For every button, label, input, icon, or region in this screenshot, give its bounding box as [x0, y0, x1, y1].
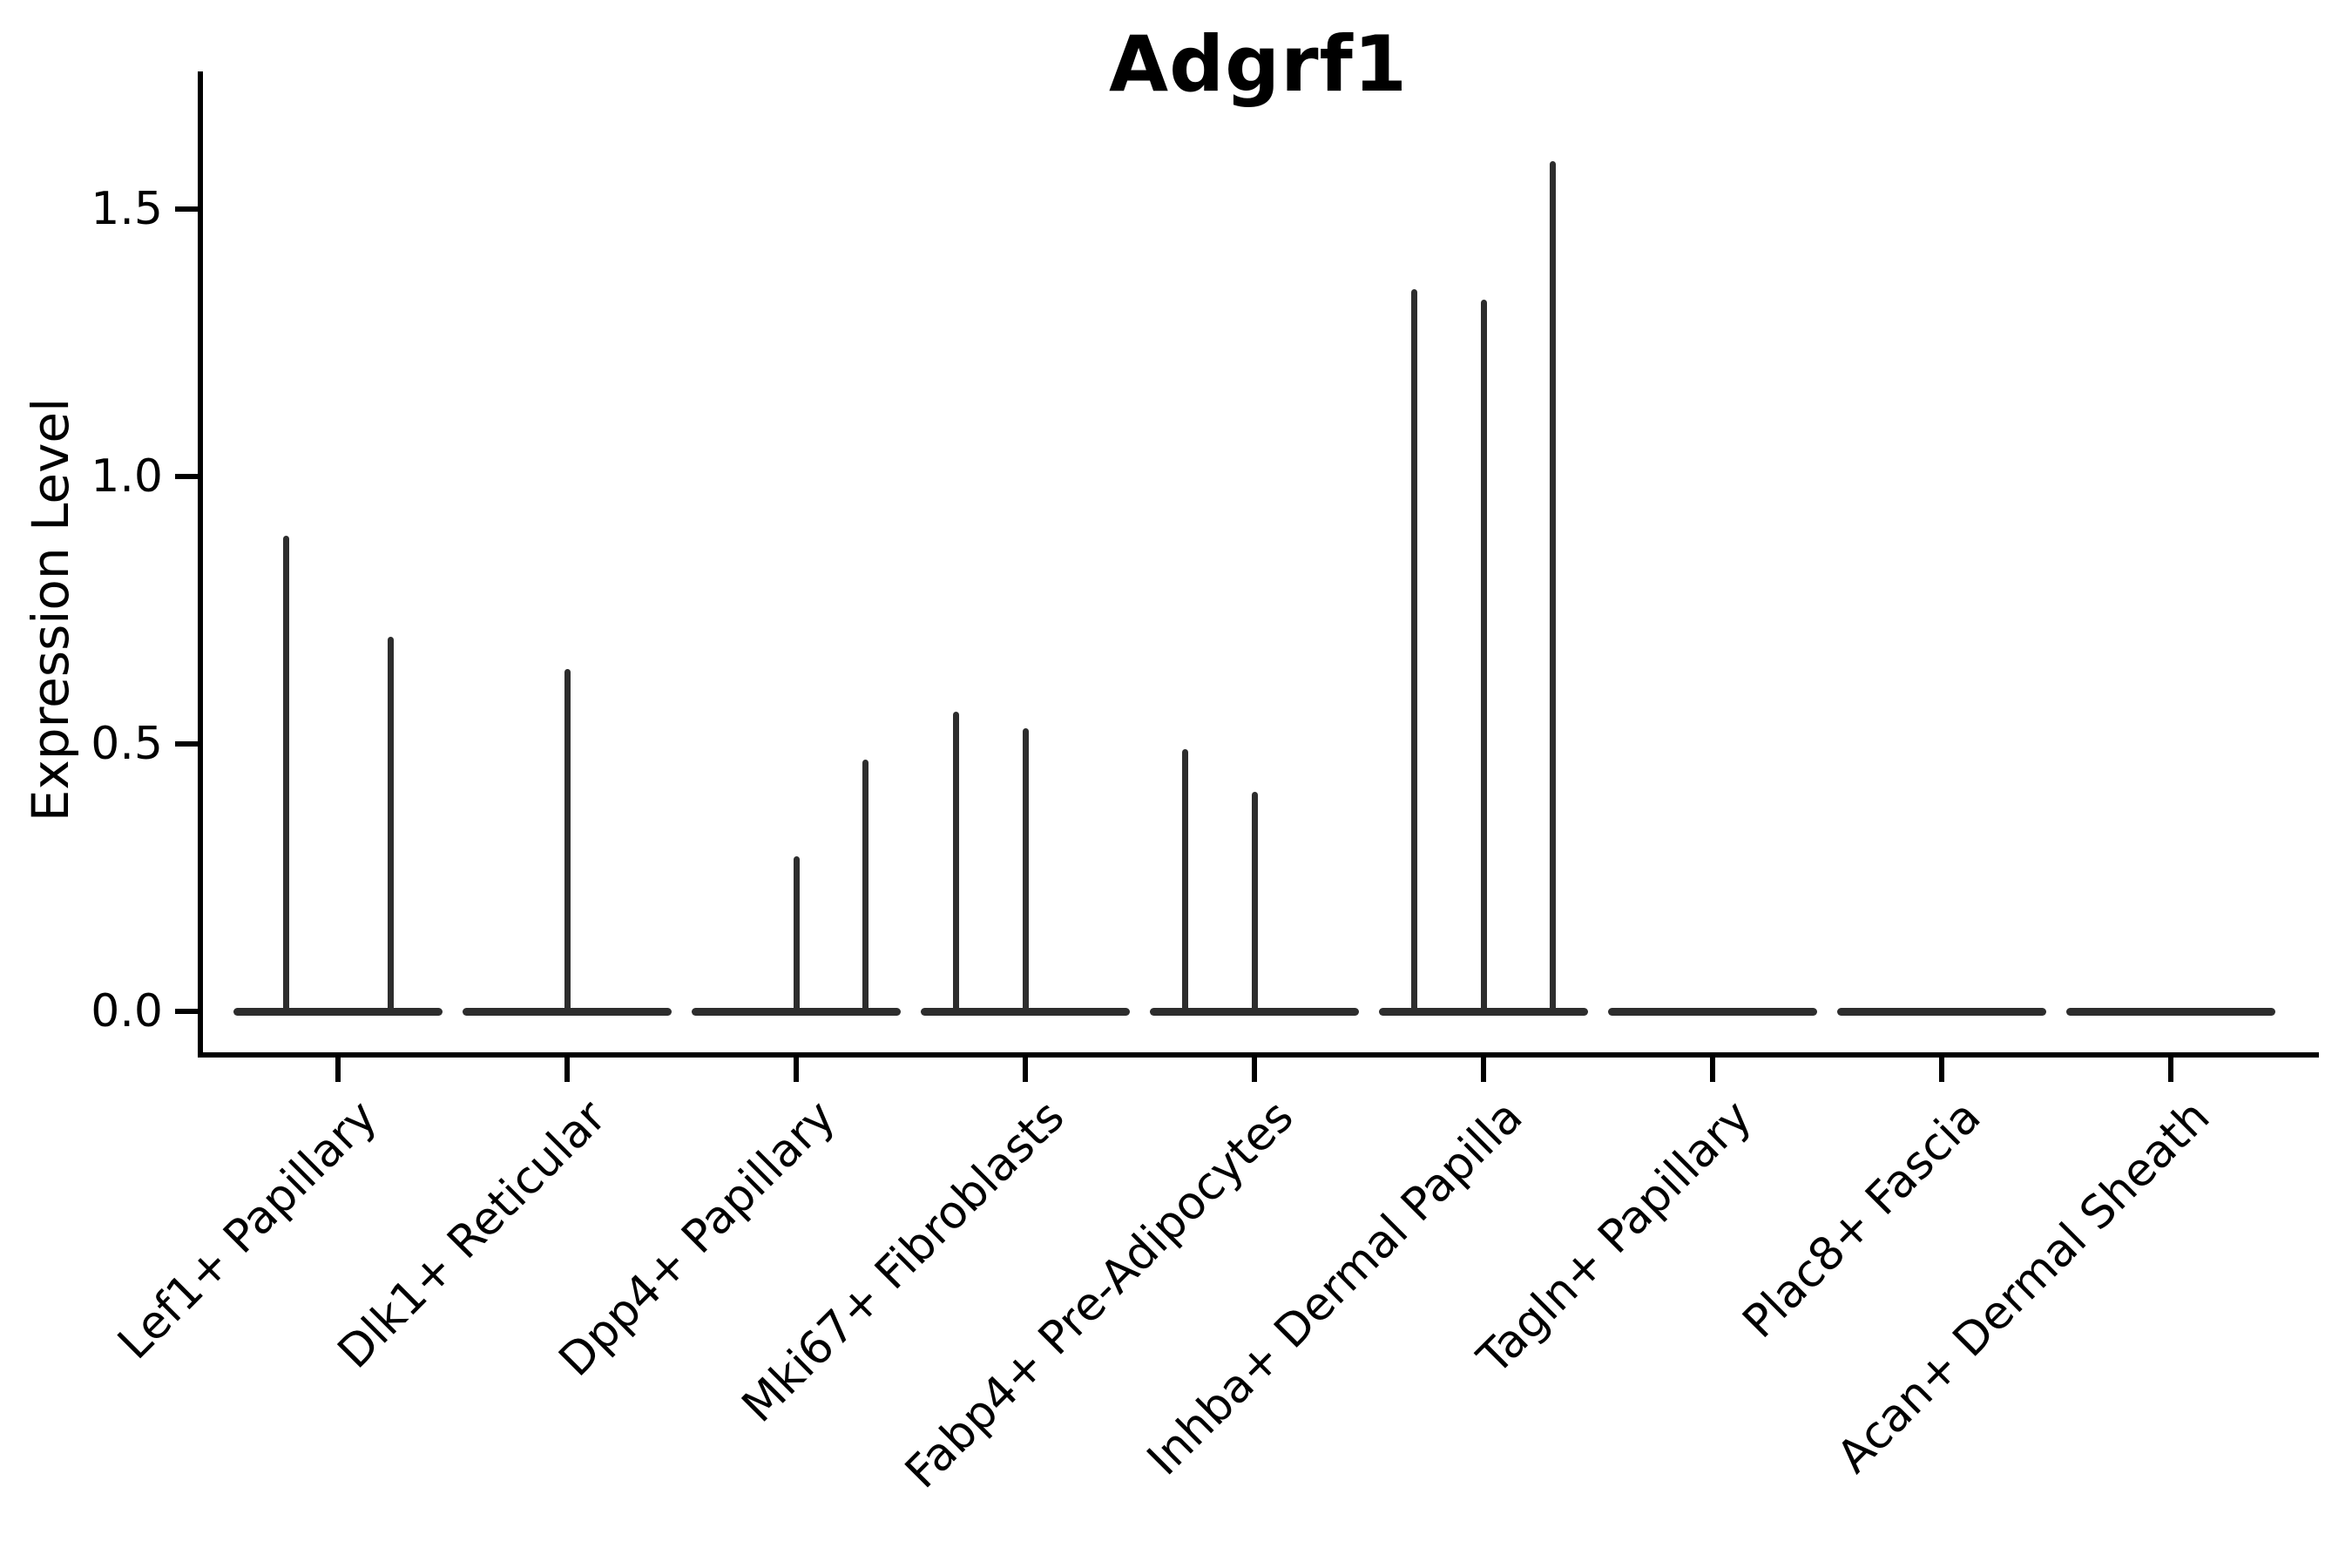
violin-spike: [1022, 727, 1029, 1011]
x-tick-label: Inhba+ Dermal Papilla: [1137, 1091, 1533, 1486]
violin-baseline: [692, 1007, 901, 1016]
x-tick-mark: [1481, 1058, 1486, 1082]
x-tick-mark: [1252, 1058, 1257, 1082]
x-tick-label: Acan+ Dermal Sheath: [1827, 1091, 2220, 1484]
violin-baseline: [1608, 1007, 1817, 1016]
violin-spike: [564, 669, 571, 1011]
violin-spike: [1181, 749, 1188, 1011]
violin-baseline: [2066, 1007, 2275, 1016]
y-axis-spine: [198, 71, 203, 1058]
violin-baseline: [1150, 1007, 1359, 1016]
x-tick-mark: [2168, 1058, 2173, 1082]
x-tick-mark: [794, 1058, 799, 1082]
y-tick-mark: [175, 474, 198, 479]
y-tick-label: 0.0: [91, 985, 163, 1037]
y-tick-label: 1.5: [91, 183, 163, 235]
violin-baseline: [233, 1007, 443, 1016]
violin-spike: [862, 760, 869, 1011]
y-tick-label: 1.0: [91, 450, 163, 503]
violin-spike: [1251, 792, 1258, 1011]
x-tick-label: Fabp4+ Pre-Adipocytes: [896, 1091, 1304, 1499]
chart-title: Adgrf1: [1108, 19, 1408, 109]
y-tick-mark: [175, 206, 198, 212]
violin-spike: [387, 637, 394, 1011]
violin-baseline: [463, 1007, 672, 1016]
violin-spike: [1550, 160, 1557, 1011]
violin-baseline: [921, 1007, 1130, 1016]
violin-baseline: [1837, 1007, 2046, 1016]
x-tick-mark: [1023, 1058, 1028, 1082]
violin-spike: [282, 535, 289, 1011]
x-tick-mark: [1710, 1058, 1715, 1082]
x-tick-mark: [335, 1058, 341, 1082]
y-tick-mark: [175, 741, 198, 747]
x-tick-label: Plac8+ Fascia: [1733, 1091, 1991, 1348]
x-tick-mark: [1939, 1058, 1944, 1082]
x-tick-mark: [564, 1058, 570, 1082]
violin-spike: [793, 855, 800, 1011]
violin-spike: [1480, 300, 1487, 1011]
y-tick-mark: [175, 1009, 198, 1014]
x-axis-spine: [198, 1052, 2319, 1058]
violin-spike: [952, 712, 959, 1011]
violin-spike: [1410, 289, 1417, 1011]
violin-baseline: [1379, 1007, 1588, 1016]
y-tick-label: 0.5: [91, 718, 163, 770]
